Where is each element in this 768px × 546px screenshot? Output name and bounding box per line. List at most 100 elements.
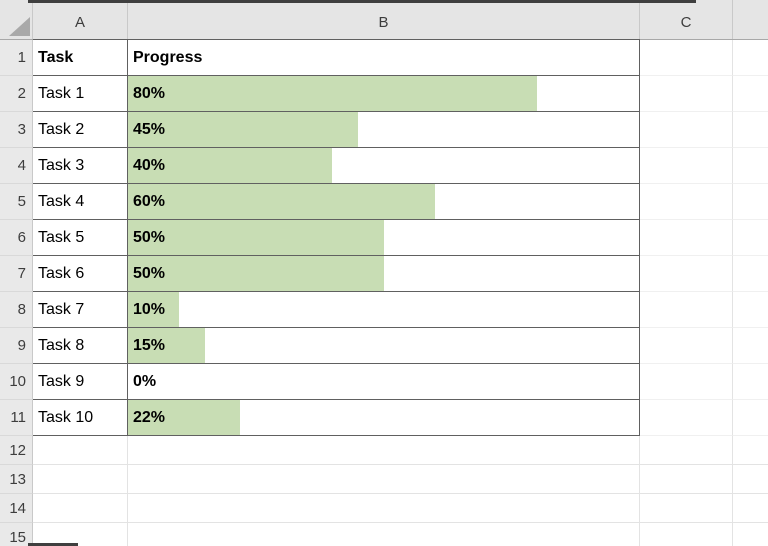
cell-D4-partial[interactable] [733, 148, 768, 184]
cell-A4[interactable]: Task 3 [33, 148, 128, 184]
cell-B15[interactable] [128, 523, 640, 546]
sheet-row-14: 14 [0, 494, 768, 523]
row-header-8[interactable]: 8 [0, 292, 33, 328]
cell-C6[interactable] [640, 220, 733, 256]
cell-D14-partial[interactable] [733, 494, 768, 523]
cell-B5[interactable]: 60% [128, 184, 640, 220]
cell-B1[interactable]: Progress [128, 40, 640, 76]
cell-C8[interactable] [640, 292, 733, 328]
cell-A6[interactable]: Task 5 [33, 220, 128, 256]
row-header-13[interactable]: 13 [0, 465, 33, 494]
cell-C5[interactable] [640, 184, 733, 220]
cell-D15-partial[interactable] [733, 523, 768, 546]
column-header-a[interactable]: A [33, 0, 128, 39]
cell-A10[interactable]: Task 9 [33, 364, 128, 400]
progress-value-label: 50% [133, 264, 166, 282]
cell-B14[interactable] [128, 494, 640, 523]
cell-B13[interactable] [128, 465, 640, 494]
cell-C10[interactable] [640, 364, 733, 400]
sheet-row-13: 13 [0, 465, 768, 494]
cell-B6[interactable]: 50% [128, 220, 640, 256]
column-header-c[interactable]: C [640, 0, 733, 39]
cell-B9[interactable]: 15% [128, 328, 640, 364]
row-header-15[interactable]: 15 [0, 523, 33, 546]
cell-B2[interactable]: 80% [128, 76, 640, 112]
cell-C2[interactable] [640, 76, 733, 112]
cell-C14[interactable] [640, 494, 733, 523]
row-header-2[interactable]: 2 [0, 76, 33, 112]
row-header-7[interactable]: 7 [0, 256, 33, 292]
column-header-d-partial[interactable] [733, 0, 768, 39]
sheet-row-12: 12 [0, 436, 768, 465]
row-header-1[interactable]: 1 [0, 40, 33, 76]
cell-D5-partial[interactable] [733, 184, 768, 220]
cell-A5[interactable]: Task 4 [33, 184, 128, 220]
cell-B7[interactable]: 50% [128, 256, 640, 292]
cell-A14[interactable] [33, 494, 128, 523]
progress-value-label: 45% [133, 120, 166, 138]
cell-A12[interactable] [33, 436, 128, 465]
cell-D1-partial[interactable] [733, 40, 768, 76]
cell-C1[interactable] [640, 40, 733, 76]
select-all-corner[interactable] [0, 0, 33, 39]
cell-A9[interactable]: Task 8 [33, 328, 128, 364]
sheet-rows: 1 Task Progress 2 Task 1 80% 3 Task 2 45% 4 Task 3… [0, 40, 768, 546]
column-header-band: A B C [0, 0, 768, 40]
row-header-10[interactable]: 10 [0, 364, 33, 400]
cell-B10[interactable]: 0% [128, 364, 640, 400]
cell-A8[interactable]: Task 7 [33, 292, 128, 328]
select-all-triangle-icon [9, 17, 30, 36]
cell-B12[interactable] [128, 436, 640, 465]
row-header-5[interactable]: 5 [0, 184, 33, 220]
row-header-6[interactable]: 6 [0, 220, 33, 256]
cell-D2-partial[interactable] [733, 76, 768, 112]
cell-D12-partial[interactable] [733, 436, 768, 465]
sheet-bottom-edge-line [28, 543, 78, 546]
progress-header-label: Progress [133, 48, 203, 66]
cell-A2[interactable]: Task 1 [33, 76, 128, 112]
cell-D8-partial[interactable] [733, 292, 768, 328]
row-header-4[interactable]: 4 [0, 148, 33, 184]
cell-A3[interactable]: Task 2 [33, 112, 128, 148]
sheet-row-10: 10 Task 9 0% [0, 364, 768, 400]
cell-C7[interactable] [640, 256, 733, 292]
cell-B11[interactable]: 22% [128, 400, 640, 436]
cell-C11[interactable] [640, 400, 733, 436]
cell-D9-partial[interactable] [733, 328, 768, 364]
cell-C12[interactable] [640, 436, 733, 465]
sheet-row-4: 4 Task 3 40% [0, 148, 768, 184]
cell-A13[interactable] [33, 465, 128, 494]
row-header-9[interactable]: 9 [0, 328, 33, 364]
cell-A11[interactable]: Task 10 [33, 400, 128, 436]
progress-value-label: 22% [133, 408, 166, 426]
cell-A15[interactable] [33, 523, 128, 546]
progress-value-label: 10% [133, 300, 166, 318]
cell-D6-partial[interactable] [733, 220, 768, 256]
cell-C4[interactable] [640, 148, 733, 184]
cell-C15[interactable] [640, 523, 733, 546]
cell-D3-partial[interactable] [733, 112, 768, 148]
row-header-3[interactable]: 3 [0, 112, 33, 148]
cell-C9[interactable] [640, 328, 733, 364]
progress-data-bar [128, 328, 205, 363]
progress-data-bar [128, 148, 333, 183]
cell-C3[interactable] [640, 112, 733, 148]
cell-D13-partial[interactable] [733, 465, 768, 494]
cell-D7-partial[interactable] [733, 256, 768, 292]
column-header-b[interactable]: B [128, 0, 640, 39]
row-header-12[interactable]: 12 [0, 436, 33, 465]
cell-B4[interactable]: 40% [128, 148, 640, 184]
cell-D11-partial[interactable] [733, 400, 768, 436]
row-header-11[interactable]: 11 [0, 400, 33, 436]
formula-bar-edge-line [28, 0, 696, 3]
cell-A7[interactable]: Task 6 [33, 256, 128, 292]
cell-B3[interactable]: 45% [128, 112, 640, 148]
cell-D10-partial[interactable] [733, 364, 768, 400]
progress-data-bar [128, 76, 537, 111]
progress-data-bar [128, 292, 180, 327]
cell-C13[interactable] [640, 465, 733, 494]
cell-B8[interactable]: 10% [128, 292, 640, 328]
cell-A1[interactable]: Task [33, 40, 128, 76]
row-header-14[interactable]: 14 [0, 494, 33, 523]
